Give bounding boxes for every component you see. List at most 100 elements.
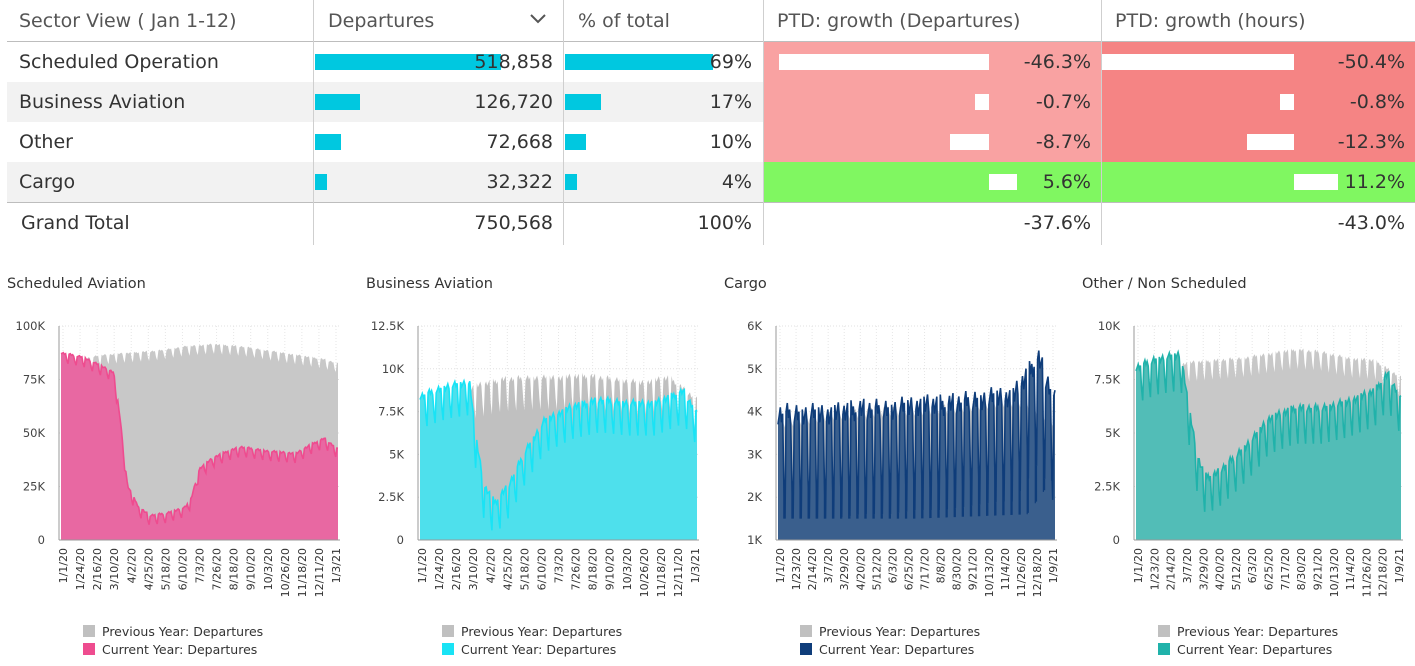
legend-label: Previous Year: Departures — [461, 624, 623, 639]
x-tick-label: 10/26/20 — [279, 548, 292, 597]
sector-label[interactable]: Scheduled Operation — [19, 51, 219, 73]
x-tick-label: 1/1/20 — [416, 548, 429, 583]
x-tick-label: 4/25/20 — [142, 548, 155, 590]
chart-title: Other / Non Scheduled — [1082, 276, 1247, 292]
legend-previous-year: Previous Year: Departures — [1158, 624, 1338, 642]
departures-bar — [315, 134, 342, 150]
x-tick-label: 1/1/20 — [774, 548, 787, 583]
x-tick-label: 4/2/20 — [484, 548, 497, 583]
growth-hours-bar — [1102, 54, 1294, 70]
growth-dep-bar — [779, 54, 989, 70]
x-tick-label: 11/18/20 — [655, 548, 668, 597]
y-tick-label: 10K — [382, 362, 405, 376]
x-tick-label: 11/18/20 — [296, 548, 309, 597]
x-tick-label: 2/14/20 — [806, 548, 819, 590]
legend-current-year: Current Year: Departures — [442, 642, 622, 660]
sector-label[interactable]: Business Aviation — [19, 91, 186, 113]
current-year-line — [60, 351, 339, 525]
x-tick-label: 6/25/20 — [1263, 548, 1276, 590]
header-pct-total: % of total — [578, 10, 670, 32]
legend: Previous Year: Departures Current Year: … — [442, 624, 622, 660]
x-tick-label: 1/3/21 — [330, 548, 343, 583]
legend-previous-year: Previous Year: Departures — [800, 624, 980, 642]
x-tick-label: 4/20/20 — [1214, 548, 1227, 590]
x-tick-label: 1/1/20 — [1132, 548, 1145, 583]
y-tick-label: 1K — [747, 533, 762, 547]
x-tick-label: 9/21/20 — [967, 548, 980, 590]
pct-bar — [565, 94, 602, 110]
header-sector-view: Sector View ( Jan 1-12) — [19, 10, 237, 32]
chart-cargo: Cargo 1K 2K 3K 4K 5K 6K 1/1/20 1/23/20 2/14/20 3/… — [724, 270, 1064, 666]
y-tick-label: 2.5K — [378, 490, 404, 504]
row-stripe — [7, 82, 763, 122]
growth-hours-bar — [1247, 134, 1294, 150]
growth-hours-bar — [1280, 94, 1294, 110]
x-tick-label: 12/18/20 — [1031, 548, 1044, 597]
legend-swatch — [800, 625, 812, 637]
legend-swatch — [83, 643, 95, 655]
sector-table: Sector View ( Jan 1-12) Departures % of … — [7, 0, 1415, 245]
legend-swatch — [1158, 643, 1170, 655]
x-tick-label: 7/17/20 — [919, 548, 932, 590]
chart-scheduled-aviation: Scheduled Aviation 0 25K 50K 75K 100K 1/1/20 1… — [7, 270, 347, 666]
departures-value: 32,322 — [486, 171, 553, 193]
x-tick-label: 12/18/20 — [1377, 548, 1390, 597]
chevron-down-icon[interactable] — [529, 13, 547, 25]
pct-bar — [565, 134, 587, 150]
y-tick-label: 10K — [1098, 319, 1121, 333]
x-tick-label: 1/23/20 — [1148, 548, 1161, 590]
x-tick-label: 10/26/20 — [638, 548, 651, 597]
x-tick-label: 4/20/20 — [854, 548, 867, 590]
legend-label: Current Year: Departures — [102, 642, 258, 657]
legend-previous-year: Previous Year: Departures — [83, 624, 263, 642]
x-tick-label: 12/11/20 — [313, 548, 326, 597]
x-tick-label: 2/16/20 — [450, 548, 463, 590]
growth-dep-value: -8.7% — [1035, 131, 1091, 153]
x-tick-label: 8/8/20 — [935, 548, 948, 583]
x-tick-label: 11/26/20 — [1015, 548, 1028, 597]
x-tick-label: 2/16/20 — [91, 548, 104, 590]
departures-bar — [315, 94, 361, 110]
y-tick-label: 75K — [23, 373, 46, 387]
plot-area: 1K 2K 3K 4K 5K 6K 1/1/20 1/23/20 2/14/20 3/7/20 3/… — [747, 319, 1060, 597]
sector-label[interactable]: Other — [19, 131, 73, 153]
x-tick-label: 7/26/20 — [570, 548, 583, 590]
sector-label[interactable]: Cargo — [19, 171, 76, 193]
current-year-line — [419, 378, 698, 531]
x-tick-label: 10/3/20 — [262, 548, 275, 590]
x-tick-label: 5/12/20 — [870, 548, 883, 590]
growth-dep-bar — [975, 94, 989, 110]
chart-business-aviation: Business Aviation 0 2.5K 5K 7.5K 10K 12.5K 1/1… — [366, 270, 706, 666]
departures-value: 518,858 — [474, 51, 553, 73]
y-tick-label: 3K — [747, 447, 762, 461]
y-tick-label: 100K — [16, 319, 46, 333]
growth-dep-bar — [989, 174, 1017, 190]
x-tick-label: 6/10/20 — [176, 548, 189, 590]
y-tick-label: 12.5K — [371, 319, 405, 333]
growth-dep-value: -0.7% — [1035, 91, 1091, 113]
x-tick-label: 7/26/20 — [211, 548, 224, 590]
y-tick-label: 2K — [747, 490, 762, 504]
legend: Previous Year: Departures Current Year: … — [800, 624, 980, 660]
departures-bar — [315, 174, 327, 190]
legend-swatch — [1158, 625, 1170, 637]
legend-label: Previous Year: Departures — [819, 624, 981, 639]
x-tick-label: 4/2/20 — [125, 548, 138, 583]
x-tick-label: 9/10/20 — [604, 548, 617, 590]
x-tick-label: 1/9/21 — [1047, 548, 1060, 583]
x-tick-label: 1/24/20 — [433, 548, 446, 590]
x-tick-label: 6/10/20 — [535, 548, 548, 590]
legend-label: Current Year: Departures — [819, 642, 975, 657]
x-tick-label: 3/29/20 — [838, 548, 851, 590]
pct-value: 17% — [709, 91, 752, 113]
growth-hours-value: -12.3% — [1337, 131, 1405, 153]
pct-bar — [565, 54, 713, 70]
header-departures[interactable]: Departures — [328, 10, 435, 32]
legend-label: Previous Year: Departures — [102, 624, 264, 639]
header-growth-departures: PTD: growth (Departures) — [777, 10, 1021, 32]
row-stripe — [7, 162, 763, 202]
y-tick-label: 6K — [747, 319, 762, 333]
y-tick-label: 2.5K — [1094, 480, 1120, 494]
x-tick-label: 7/3/20 — [194, 548, 207, 583]
x-tick-label: 1/1/20 — [57, 548, 70, 583]
